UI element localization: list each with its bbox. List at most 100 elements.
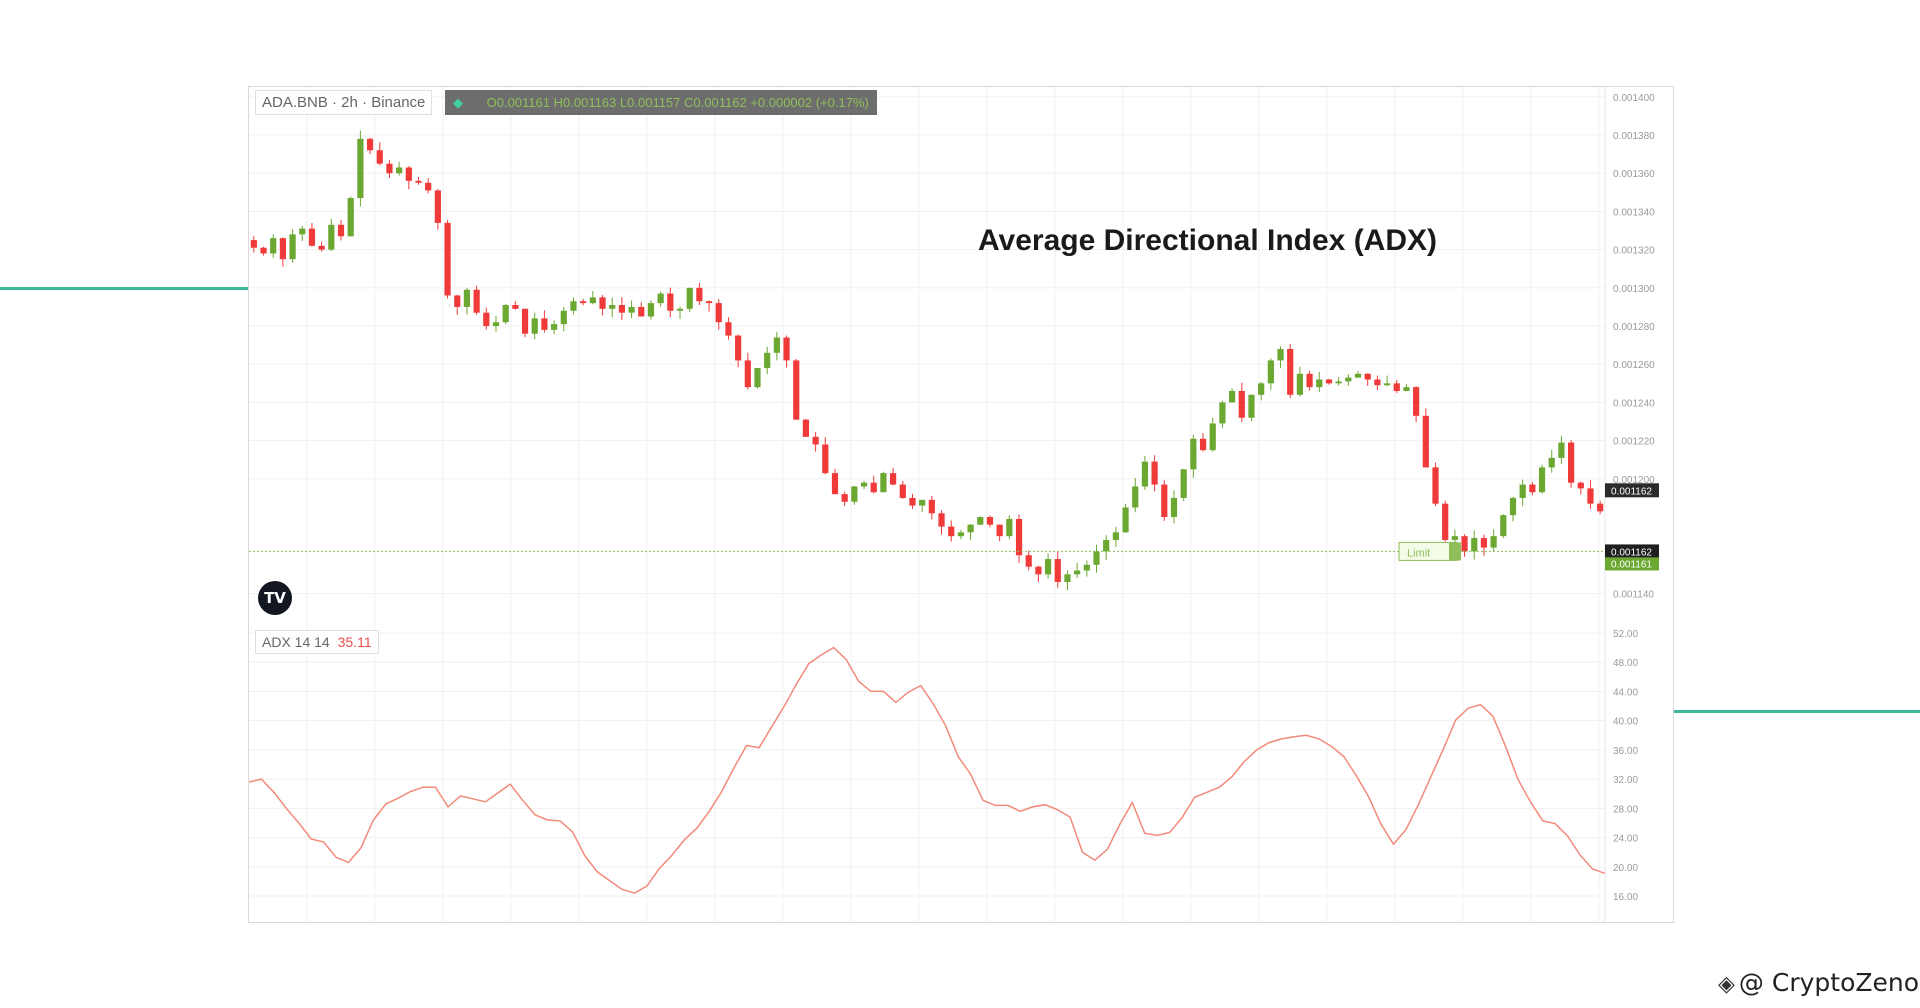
left-accent-line <box>0 287 248 290</box>
candle-body <box>580 301 587 304</box>
candle-body <box>434 190 441 223</box>
candle-body <box>609 305 616 309</box>
candle-body <box>1054 559 1061 582</box>
candle-body <box>1025 555 1032 567</box>
candle-body <box>1538 467 1546 493</box>
candle-body <box>376 150 383 164</box>
candle-body <box>299 228 306 235</box>
candle-body <box>1490 536 1497 548</box>
candle-body <box>1035 566 1042 575</box>
candle-body <box>1083 564 1090 571</box>
current-price-tag <box>1605 483 1659 498</box>
candle-body <box>1151 461 1158 485</box>
candle-body <box>366 138 374 151</box>
price-tick-label: 0.001340 <box>1613 207 1655 218</box>
candle-body <box>483 312 490 327</box>
candle-body <box>1451 536 1458 540</box>
eye-icon[interactable]: ◆ <box>453 95 463 110</box>
price-tick-label: 0.001320 <box>1613 246 1655 257</box>
candle-body <box>977 517 984 525</box>
candle-body <box>618 305 625 313</box>
candle-body <box>657 293 664 304</box>
candle-body <box>1161 484 1168 518</box>
candle-body <box>638 306 645 317</box>
adx-legend-value: 35.11 <box>337 634 372 650</box>
change-value: +0.000002 (+0.17%) <box>750 95 869 110</box>
tradingview-logo-icon[interactable]: TV <box>258 581 292 615</box>
candle-body <box>1180 469 1187 498</box>
adx-tick-label: 28.00 <box>1613 804 1638 815</box>
candle-body <box>1509 497 1517 516</box>
candle-body <box>686 287 693 309</box>
candle-body <box>1190 438 1197 470</box>
right-accent-line <box>1672 710 1920 713</box>
candle-body <box>1093 551 1100 565</box>
candle-body <box>1229 390 1236 403</box>
candle-body <box>260 247 267 254</box>
price-tick-label: 0.001280 <box>1613 322 1655 333</box>
chart-frame[interactable]: 0.001400 0.001380 0.001360 0.001340 0.001320… <box>248 86 1674 923</box>
candle-body <box>735 335 742 361</box>
candle-body <box>1199 438 1207 451</box>
candle-body <box>870 482 877 493</box>
candle-body <box>1597 503 1604 512</box>
watermark: ◈ @ CryptoZeno <box>1718 968 1919 997</box>
candle-body <box>1548 457 1555 468</box>
candle-body <box>1267 360 1274 384</box>
candle-body <box>1103 539 1110 552</box>
candle-body <box>1219 402 1226 424</box>
candle-body <box>1209 423 1216 451</box>
price-tick-label: 0.001140 <box>1613 589 1654 600</box>
candle-body <box>948 526 955 537</box>
current-price-tag-label: 0.001162 <box>1611 486 1652 497</box>
candle-body <box>1258 383 1265 395</box>
candle-body <box>880 473 887 493</box>
ohlc-legend: ◆ O0.001161 H0.001163 L0.001157 C0.00116… <box>445 90 877 115</box>
candle-body <box>1044 559 1052 575</box>
adx-legend[interactable]: ADX 14 14 35.11 <box>255 630 379 654</box>
candle-body <box>444 222 451 296</box>
candle-body <box>938 513 945 527</box>
adx-tick-label: 16.00 <box>1613 892 1638 903</box>
candle-body <box>928 499 935 514</box>
candle-body <box>1238 390 1245 418</box>
candle-body <box>512 305 519 309</box>
candle-body <box>628 306 635 313</box>
candle-body <box>1461 536 1468 552</box>
adx-tick-label: 32.00 <box>1613 775 1638 786</box>
symbol-legend[interactable]: ADA.BNB · 2h · Binance <box>255 90 433 115</box>
candle-body <box>521 308 529 334</box>
candle-body <box>1587 488 1594 504</box>
candle-body <box>1432 467 1439 504</box>
candle-body <box>599 297 606 309</box>
candle-body <box>357 138 364 199</box>
candle-body <box>473 289 480 313</box>
candle-body <box>1006 518 1013 537</box>
chart-canvas[interactable]: 0.001400 0.001380 0.001360 0.001340 0.001320… <box>249 87 1673 922</box>
candle-body <box>318 245 325 250</box>
candle-body <box>899 484 906 498</box>
candle-body <box>841 494 848 502</box>
adx-tick-label: 40.00 <box>1613 717 1638 728</box>
limit-order-label: Limit <box>1407 547 1430 559</box>
price-tick-label: 0.001240 <box>1613 398 1655 409</box>
candle-body <box>1577 482 1584 489</box>
adx-tick-label: 44.00 <box>1613 687 1638 698</box>
candle-body <box>454 295 461 307</box>
candle-body <box>405 167 412 181</box>
candle-body <box>1345 377 1352 382</box>
candle-body <box>570 301 577 311</box>
candle-body <box>1413 387 1420 416</box>
candle-body <box>1383 383 1391 386</box>
candle-body <box>551 324 558 330</box>
adx-tick-label: 48.00 <box>1613 658 1638 669</box>
candle-body <box>909 497 916 506</box>
candle-body <box>754 368 761 388</box>
candle-body <box>308 228 316 246</box>
adx-tick-label: 24.00 <box>1613 834 1638 845</box>
candle-body <box>589 297 596 304</box>
candle-body <box>1422 415 1429 468</box>
candle-body <box>502 305 509 323</box>
candle-body <box>919 499 926 506</box>
candle-body <box>492 322 500 327</box>
